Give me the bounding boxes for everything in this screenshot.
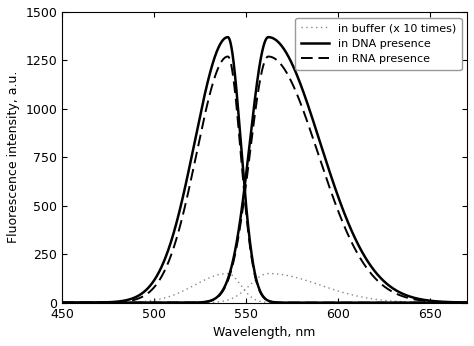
Legend: in buffer (x 10 times), in DNA presence, in RNA presence: in buffer (x 10 times), in DNA presence,… [295, 18, 462, 70]
Y-axis label: Fluorescence intensity, a.u.: Fluorescence intensity, a.u. [7, 71, 20, 244]
X-axis label: Wavelength, nm: Wavelength, nm [213, 326, 316, 339]
